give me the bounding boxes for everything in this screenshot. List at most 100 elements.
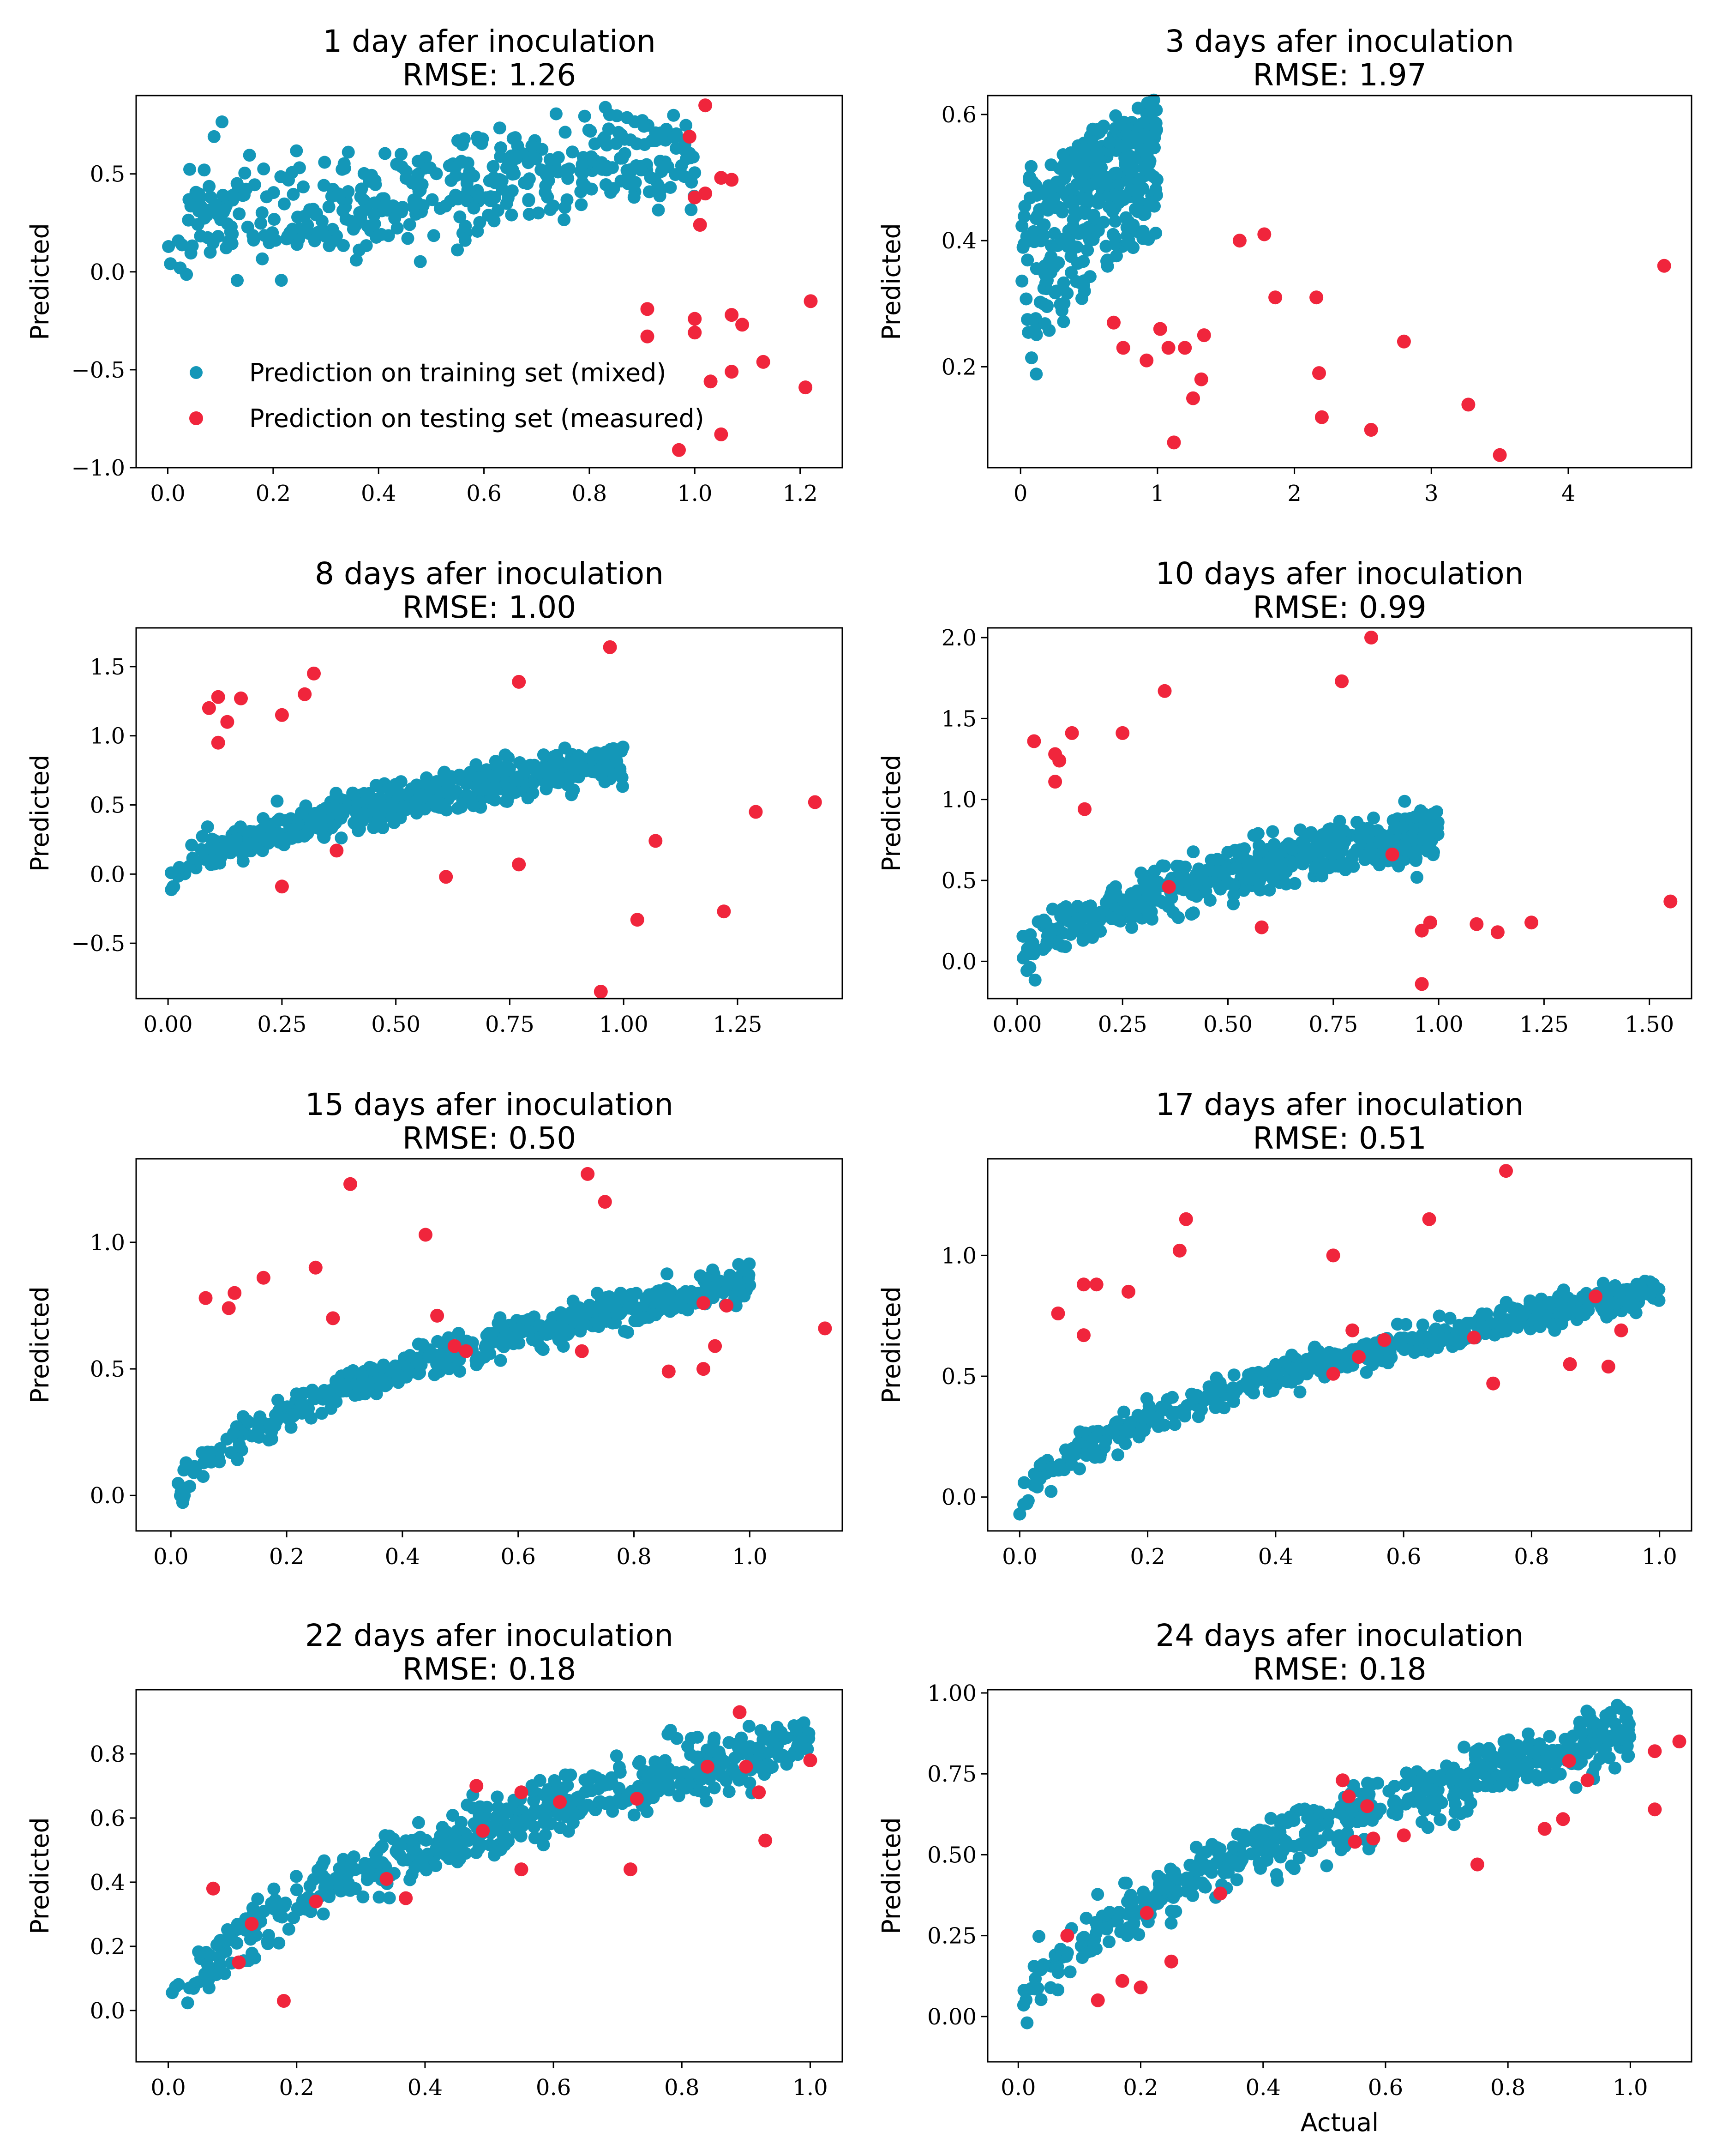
training-point: [494, 141, 507, 155]
testing-point: [1345, 1323, 1360, 1337]
training-point: [1569, 1781, 1583, 1794]
training-point: [1109, 215, 1122, 228]
training-point: [1621, 1750, 1634, 1763]
x-tick-label: 0.6: [466, 481, 501, 506]
training-point: [1329, 859, 1342, 873]
testing-point: [1336, 1773, 1350, 1788]
testing-point: [1499, 1164, 1513, 1178]
training-point: [303, 1879, 317, 1893]
training-point: [549, 107, 563, 120]
training-point: [428, 1368, 441, 1381]
training-point: [292, 233, 306, 246]
training-point: [1099, 1434, 1112, 1448]
testing-point: [1562, 1754, 1576, 1768]
training-point: [212, 1451, 225, 1465]
testing-point: [1060, 1928, 1074, 1943]
training-points: [1016, 795, 1445, 987]
training-point: [295, 1398, 309, 1412]
training-point: [162, 240, 175, 253]
training-point: [311, 1863, 324, 1877]
training-point: [1213, 1385, 1227, 1398]
training-point: [1260, 868, 1273, 881]
training-point: [336, 163, 349, 176]
testing-point: [1089, 1277, 1104, 1292]
training-point: [1138, 115, 1151, 129]
training-point: [1038, 268, 1051, 281]
training-point: [246, 229, 260, 242]
training-point: [1464, 1796, 1477, 1810]
y-tick-label: −0.5: [71, 931, 125, 957]
training-point: [323, 1384, 336, 1397]
training-points: [1015, 93, 1164, 381]
testing-point: [1493, 448, 1507, 462]
training-point: [1052, 256, 1065, 270]
training-point: [1561, 1739, 1575, 1753]
testing-point: [1268, 290, 1283, 305]
training-point: [1118, 189, 1132, 203]
training-point: [1434, 1813, 1447, 1826]
training-point: [1056, 939, 1069, 953]
testing-point: [206, 1881, 220, 1896]
training-point: [430, 167, 443, 181]
training-point: [1555, 1299, 1568, 1312]
testing-point: [222, 1301, 236, 1315]
training-point: [1155, 1400, 1168, 1414]
training-point: [357, 204, 371, 217]
subplot-rmse: RMSE: 0.18: [1253, 1651, 1427, 1687]
training-point: [449, 161, 462, 174]
testing-point: [1423, 915, 1437, 930]
training-point: [1142, 910, 1155, 923]
training-point: [330, 787, 343, 800]
training-point: [585, 150, 598, 163]
training-point: [500, 197, 513, 210]
training-point: [1099, 896, 1113, 909]
training-point: [483, 1838, 497, 1852]
testing-point: [512, 857, 526, 872]
training-point: [729, 1737, 743, 1751]
training-point: [1525, 1745, 1539, 1759]
training-point: [378, 147, 392, 160]
x-tick-label: 0.25: [257, 1012, 306, 1037]
testing-point: [1589, 1289, 1602, 1304]
testing-point: [1537, 1822, 1552, 1836]
x-tick-label: 0.75: [485, 1012, 534, 1037]
training-point: [337, 239, 350, 252]
training-point: [1589, 1759, 1602, 1772]
training-point: [298, 830, 311, 843]
training-point: [1108, 188, 1121, 202]
testing-point: [1614, 1323, 1628, 1337]
training-point: [1221, 1852, 1235, 1865]
training-point: [1116, 893, 1129, 907]
testing-point: [698, 187, 713, 201]
training-point: [1031, 1480, 1044, 1494]
training-point: [1097, 120, 1110, 133]
testing-point: [1091, 1993, 1105, 2007]
training-point: [1263, 884, 1276, 897]
subplot-rmse: RMSE: 1.00: [402, 590, 576, 625]
training-point: [383, 801, 396, 815]
training-point: [1218, 1401, 1231, 1415]
training-point: [412, 1337, 425, 1351]
legend: Prediction on training set (mixed) Predic…: [189, 358, 704, 433]
training-point: [496, 1811, 509, 1824]
testing-point: [1078, 802, 1092, 816]
y-tick-label: 0.0: [90, 1483, 125, 1509]
testing-point: [1179, 1212, 1193, 1226]
training-point: [1063, 1965, 1077, 1979]
training-point: [543, 153, 557, 166]
testing-point: [672, 443, 686, 457]
training-point: [185, 838, 198, 852]
training-point: [265, 1432, 278, 1445]
training-point: [410, 195, 424, 209]
training-point: [1568, 1305, 1582, 1319]
training-point: [728, 1751, 742, 1765]
training-point: [1266, 825, 1279, 838]
training-point: [349, 253, 363, 267]
training-point: [1623, 1717, 1636, 1731]
training-point: [571, 1304, 584, 1318]
x-tick-label: 0.00: [144, 1012, 193, 1037]
testing-point: [476, 1824, 490, 1838]
training-point: [1025, 351, 1038, 365]
training-point: [684, 203, 698, 217]
